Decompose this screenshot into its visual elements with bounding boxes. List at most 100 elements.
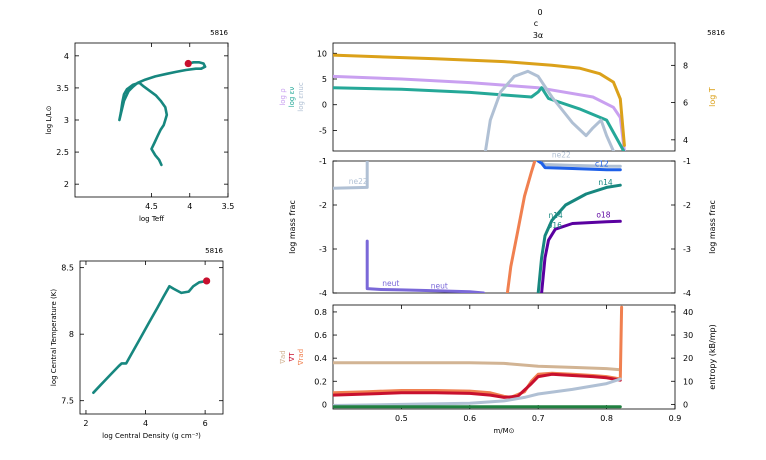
- x-tick-label: 0.9: [669, 414, 682, 423]
- y2-tick-label: -3: [683, 245, 691, 254]
- y2-tick-label: 4: [683, 136, 688, 145]
- y-tick-label: -2: [319, 201, 327, 210]
- plot-frame: [332, 304, 676, 410]
- y-axis-label: log εnuc: [297, 82, 305, 112]
- y2-axis-label: log mass frac: [708, 200, 717, 254]
- y-axis-label: log L/L⊙: [45, 106, 53, 135]
- series-line: [118, 61, 207, 167]
- y2-axis-label: log T: [708, 87, 717, 107]
- x-axis-label: log Teff: [139, 215, 164, 223]
- y-tick-label: -1: [319, 157, 327, 166]
- y-tick-label: 10: [317, 49, 327, 58]
- hr-diagram-panel: 4.5 4 3.5 2 2.5 3 3.5 4 5816 log Teff log L/L⊙: [45, 29, 234, 223]
- y2-tick-label: 30: [683, 331, 693, 340]
- y-tick-label: 0.8: [314, 308, 327, 317]
- series-line: [505, 161, 537, 293]
- series-line: [92, 279, 208, 394]
- central-conditions-panel: 2 4 6 7.5 8 8.5 5816 log Central Density (g cm⁻…: [50, 247, 224, 440]
- y-axis-label: log mass frac: [288, 200, 297, 254]
- y-axis-label: log Central Temperature (K): [50, 289, 58, 386]
- current-point-marker: [203, 277, 211, 285]
- plot-frame: [332, 160, 676, 294]
- series-line-neut: [365, 239, 485, 293]
- series-group: [92, 279, 208, 394]
- series-group: [118, 61, 207, 167]
- header-line-2: c: [534, 19, 538, 28]
- y2-tick-label: 0: [683, 400, 688, 409]
- y-tick-label: 3: [64, 116, 69, 125]
- series-line--ad: [333, 361, 622, 372]
- current-point-marker: [184, 59, 192, 68]
- panel-title: 5816: [205, 247, 223, 255]
- series-label: n14: [598, 178, 613, 187]
- x-tick-label: 0.7: [532, 414, 545, 423]
- series-line-ne22: [333, 161, 369, 190]
- profile-top-panel: -5 0 5 10 4 6 8 5816 log ρ log εν log εnuc log T: [279, 29, 726, 152]
- y-tick-label: 5: [322, 75, 327, 84]
- y-tick-label: 0: [322, 400, 327, 409]
- y2-tick-label: -1: [683, 157, 691, 166]
- x-axis-label: m/M⊙: [493, 427, 514, 435]
- panel-title: 5816: [210, 29, 228, 37]
- series-line-n14: [536, 183, 622, 293]
- series-label: c12: [595, 160, 609, 169]
- y-tick-label: 2: [64, 180, 69, 189]
- y2-tick-label: -4: [683, 289, 691, 298]
- y-tick-label: 0: [322, 101, 327, 110]
- series-label: n14: [548, 211, 563, 220]
- series-line-o18: [540, 219, 622, 293]
- y-tick-label: 8.5: [61, 264, 74, 273]
- x-tick-label: 6: [203, 419, 208, 428]
- series-group: [333, 305, 624, 409]
- profile-gradient-panel: 0.5 0.6 0.7 0.8 0.900.20.40.60.8010203040m/M…: [279, 304, 717, 435]
- x-tick-label: 0.6: [463, 414, 476, 423]
- series-label: ne22: [349, 177, 368, 186]
- y-tick-label: -3: [319, 245, 327, 254]
- figure-header: 0 c 3α: [533, 8, 543, 40]
- series-label: o18: [596, 210, 610, 219]
- y2-tick-label: 8: [683, 61, 688, 70]
- y-tick-label: 2.5: [56, 148, 69, 157]
- x-tick-label: 0.5: [395, 414, 408, 423]
- y2-tick-label: 40: [683, 308, 693, 317]
- y2-tick-label: 6: [683, 99, 688, 108]
- series-label: o16: [548, 221, 562, 230]
- series-label: ne22: [552, 150, 571, 159]
- y-tick-label: 3.5: [56, 84, 69, 93]
- series-line--rad: [333, 305, 624, 399]
- header-line-3: 3α: [533, 31, 543, 40]
- series-line-log-: [333, 86, 626, 151]
- y2-tick-label: -2: [683, 201, 691, 210]
- series-line-log-: [333, 74, 626, 151]
- x-tick-label: 4: [187, 202, 192, 211]
- y-tick-label: 8: [69, 330, 74, 339]
- y-axis-label: log εν: [288, 87, 296, 108]
- y-axis-label: ∇T: [288, 352, 296, 363]
- y-tick-label: -4: [319, 289, 327, 298]
- y-tick-label: -5: [319, 126, 327, 135]
- series-group: [333, 53, 626, 151]
- y2-axis-label: entropy (kB/mp): [708, 324, 717, 389]
- y-tick-label: 0.2: [314, 377, 327, 386]
- x-tick-label: 2: [83, 419, 88, 428]
- profile-abundance-panel: -4 -4 -3 -3 -2 -2 -1 -1 log mass frac log mass fr…: [288, 150, 717, 298]
- series-line--t: [333, 372, 622, 399]
- y2-tick-label: 20: [683, 354, 693, 363]
- series-line-log-t: [333, 53, 626, 147]
- y-axis-label: log ρ: [279, 88, 287, 106]
- plot-frame: [79, 260, 224, 415]
- series-label: neut: [431, 282, 448, 291]
- header-line-1: 0: [537, 8, 542, 17]
- y-tick-label: 4: [64, 52, 69, 61]
- series-group: [333, 161, 622, 293]
- x-tick-label: 4.5: [145, 202, 158, 211]
- series-line-log-nuc: [484, 69, 615, 151]
- y-axis-label: ∇ad: [279, 350, 287, 364]
- y2-tick-label: 10: [683, 377, 693, 386]
- y-tick-label: 7.5: [61, 397, 74, 406]
- x-tick-label: 4: [143, 419, 148, 428]
- series-line-entropy: [333, 377, 622, 407]
- series-line-c12: [536, 161, 622, 172]
- y-tick-label: 0.4: [314, 354, 327, 363]
